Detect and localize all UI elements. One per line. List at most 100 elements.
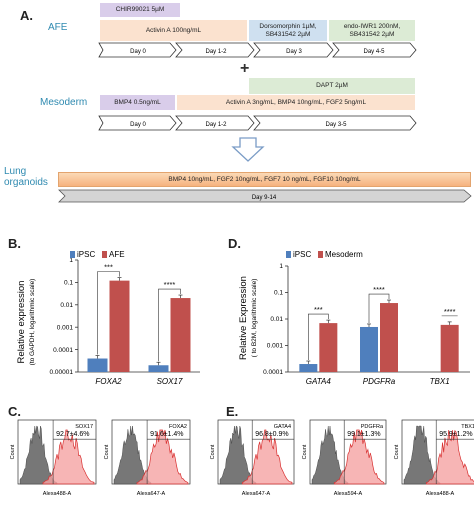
legend-swatch-mesoderm bbox=[318, 251, 323, 258]
afe-box-dorsomorphin: Dorsomorphin 1µM, SB431542 2µM bbox=[249, 20, 327, 41]
marker-label-gata4: GATA4 bbox=[274, 424, 291, 430]
meso-day-3-5: Day 3-5 bbox=[325, 122, 347, 128]
legend-label-afe: AFE bbox=[109, 250, 125, 259]
meso-box-dapt: DAPT 2µM bbox=[249, 78, 415, 94]
afe-label: AFE bbox=[48, 22, 68, 33]
afe-timeline: Day 0 Day 1-2 Day 3 Day 4-5 bbox=[98, 42, 417, 58]
meso-day-0: Day 0 bbox=[130, 122, 146, 128]
percent-label-sox17: 92.7±4.6% bbox=[56, 431, 89, 438]
x-axis-label: Alexa594-A bbox=[334, 491, 363, 497]
panel-c-letter: C. bbox=[8, 404, 21, 419]
percent-label-tbx1: 95.9±1.2% bbox=[439, 431, 472, 438]
chart-d-ylabel: Relative Expression bbox=[238, 276, 249, 360]
legend-label-ipsc: iPSC bbox=[293, 250, 311, 259]
down-arrow-icon bbox=[231, 137, 265, 162]
afe-box-activin: Activin A 100ng/mL bbox=[100, 20, 247, 41]
sample-histogram bbox=[136, 429, 189, 485]
significance-stars: **** bbox=[164, 280, 176, 289]
significance-bracket bbox=[308, 313, 329, 361]
meso-day-1-2: Day 1-2 bbox=[205, 122, 227, 128]
bar-ipsc-gata4 bbox=[299, 364, 318, 372]
category-label-tbx1: TBX1 bbox=[430, 377, 450, 386]
flow-e: GATA496.8±0.9%Alexa647-ACountPDGFRa99.1±… bbox=[210, 419, 474, 497]
chart-b-ylabel-sub: (to GAPDH, logarithmic scale) bbox=[29, 279, 36, 366]
bar-afe-sox17 bbox=[170, 298, 191, 372]
y-tick-label: 0.0001 bbox=[53, 347, 73, 354]
afe-box-iwr1: endo-IWR1 200nM, SB431542 2µM bbox=[329, 20, 415, 41]
lung-box-factors: BMP4 10ng/mL, FGF2 10ng/mL, FGF7 10 ng/m… bbox=[58, 172, 471, 187]
y-tick-label: 0.001 bbox=[267, 343, 284, 350]
significance-stars: **** bbox=[373, 285, 385, 294]
category-label-foxa2: FOXA2 bbox=[95, 377, 122, 386]
afe-box-chir: CHIR99021 5µM bbox=[100, 3, 180, 17]
panel-d-letter: D. bbox=[228, 236, 241, 251]
meso-box-bmp4: BMP4 0.5ng/mL bbox=[100, 95, 175, 110]
y-axis-label: Count bbox=[10, 444, 16, 459]
legend-swatch-ipsc bbox=[286, 251, 291, 258]
afe-day-0: Day 0 bbox=[130, 49, 146, 55]
lung-timeline-arrow bbox=[58, 189, 472, 203]
bar-mesoderm-gata4 bbox=[319, 323, 338, 372]
x-axis-label: Alexa647-A bbox=[137, 491, 166, 497]
panel-e-letter: E. bbox=[226, 404, 239, 419]
category-label-pdgfra: PDGFRa bbox=[363, 377, 396, 386]
y-tick-label: 0.01 bbox=[60, 302, 73, 309]
significance-bracket bbox=[368, 293, 390, 323]
legend-label-mesoderm: Mesoderm bbox=[325, 250, 363, 259]
afe-day-3: Day 3 bbox=[286, 49, 302, 55]
category-label-sox17: SOX17 bbox=[157, 377, 183, 386]
lung-label-line2: organoids bbox=[4, 177, 48, 188]
y-tick-label: 1 bbox=[69, 257, 73, 264]
meso-timeline-arrows bbox=[98, 115, 417, 131]
panel-b-letter: B. bbox=[8, 236, 21, 251]
significance-stars: *** bbox=[314, 305, 323, 314]
significance-bracket bbox=[158, 288, 181, 362]
bar-mesoderm-pdgfra bbox=[380, 303, 398, 372]
chart-b: Relative expression (to GAPDH, logarithm… bbox=[16, 250, 200, 386]
sample-histogram bbox=[425, 429, 474, 485]
y-axis-label: Count bbox=[104, 444, 110, 459]
percent-label-pdgfra: 99.1±1.3% bbox=[347, 431, 380, 438]
chart-d: Relative Expression ( to B2M, logarithmi… bbox=[238, 250, 470, 386]
meso-box-activin: Activin A 3ng/mL, BMP4 10ng/mL, FGF2 5ng… bbox=[177, 95, 415, 110]
bar-ipsc-pdgfra bbox=[360, 326, 378, 372]
meso-timeline: Day 0 Day 1-2 Day 3-5 bbox=[98, 115, 417, 131]
y-tick-label: 0.001 bbox=[57, 324, 74, 331]
sample-histogram bbox=[333, 429, 385, 485]
x-axis-label: Alexa488-A bbox=[426, 491, 455, 497]
significance-stars: *** bbox=[104, 263, 113, 272]
afe-timeline-arrows bbox=[98, 42, 417, 58]
x-axis-label: Alexa647-A bbox=[242, 491, 271, 497]
y-tick-label: 0.1 bbox=[64, 280, 73, 287]
bar-mesoderm-tbx1 bbox=[440, 324, 459, 372]
significance-bracket bbox=[97, 271, 120, 355]
flow-c: SOX1792.7±4.6%Alexa488-ACountFOXA291.6±1… bbox=[10, 419, 191, 497]
y-axis-label: Count bbox=[210, 444, 216, 459]
bar-ipsc-foxa2 bbox=[87, 358, 108, 372]
y-tick-label: 0.0001 bbox=[263, 369, 283, 376]
y-axis-label: Count bbox=[302, 444, 308, 459]
marker-label-foxa2: FOXA2 bbox=[169, 424, 187, 430]
plus-sign: + bbox=[240, 60, 250, 77]
lung-label-line1: Lung bbox=[4, 166, 27, 177]
lung-day-9-14: Day 9-14 bbox=[252, 195, 277, 201]
y-tick-label: 0.01 bbox=[270, 316, 283, 323]
afe-day-1-2: Day 1-2 bbox=[205, 49, 227, 55]
panel-a-letter: A. bbox=[20, 8, 33, 23]
legend-label-ipsc: iPSC bbox=[77, 250, 95, 259]
mesoderm-label: Mesoderm bbox=[40, 97, 88, 108]
percent-label-foxa2: 91.6±1.4% bbox=[150, 431, 183, 438]
percent-label-gata4: 96.8±0.9% bbox=[255, 431, 288, 438]
bar-afe-foxa2 bbox=[109, 280, 130, 372]
marker-label-tbx1: TBX1 bbox=[461, 424, 474, 430]
bar-ipsc-sox17 bbox=[148, 365, 169, 372]
legend-swatch-ipsc bbox=[70, 251, 75, 258]
y-tick-label: 0.00001 bbox=[50, 369, 74, 376]
x-axis-label: Alexa488-A bbox=[43, 491, 72, 497]
y-axis-label: Count bbox=[394, 444, 400, 459]
category-label-gata4: GATA4 bbox=[306, 377, 332, 386]
